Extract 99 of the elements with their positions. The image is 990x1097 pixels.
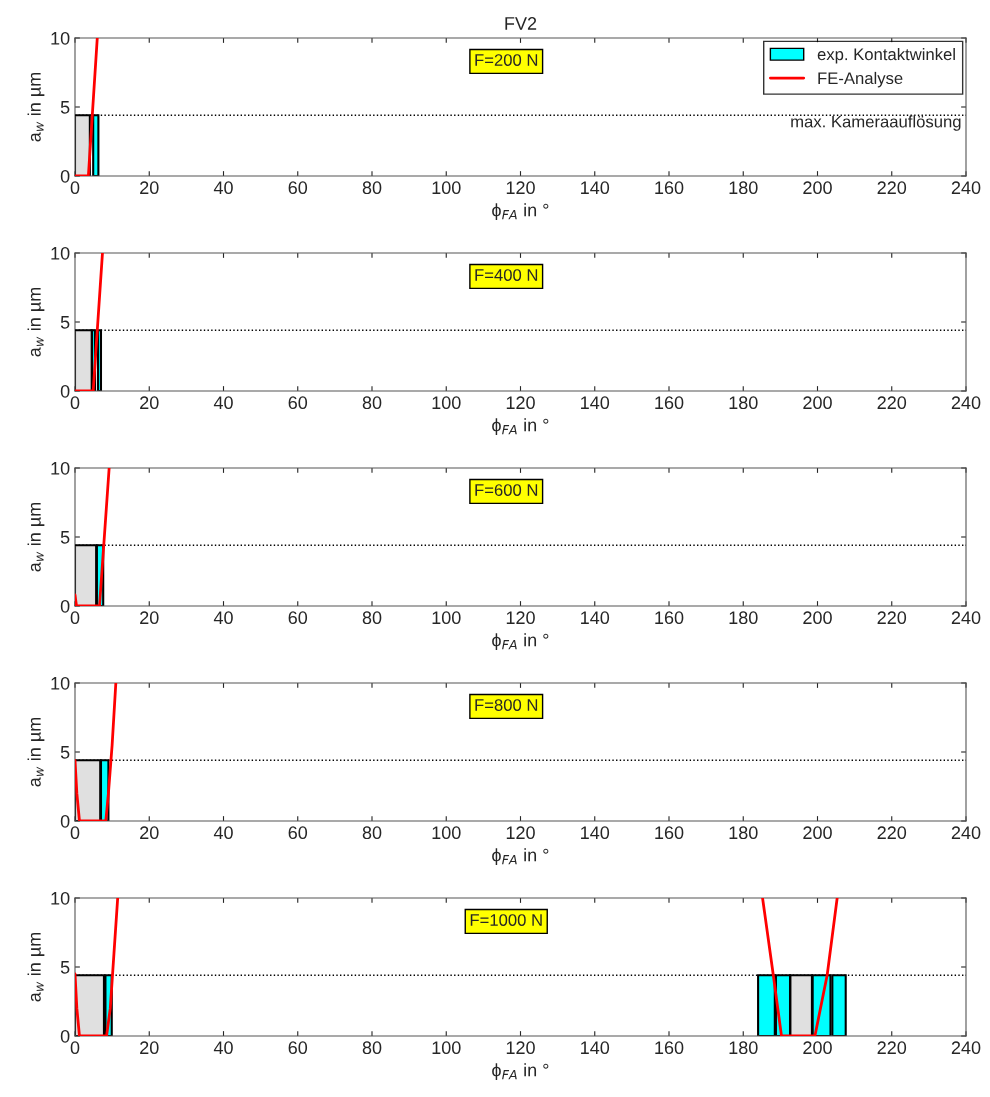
x-tick-label: 60 <box>288 1041 308 1055</box>
x-tick-label: 240 <box>951 1041 981 1055</box>
x-tick-label: 100 <box>432 826 461 840</box>
x-tick-label: 140 <box>581 1041 610 1055</box>
x-tick-label: 160 <box>655 611 684 625</box>
y-tick-label: 10 <box>51 676 70 690</box>
y-axis-title: a$_{w}$ in µm <box>27 287 45 357</box>
y-axis-title: a$_{w}$ in µm <box>27 717 45 787</box>
x-tick-label: 120 <box>506 611 535 625</box>
y-tick-label: 0 <box>60 169 70 183</box>
x-tick-label: 20 <box>140 1041 159 1055</box>
x-tick-label: 40 <box>213 181 233 195</box>
x-tick-label: 120 <box>506 181 535 195</box>
ref-line-label: max. Kameraauflösung <box>791 115 961 131</box>
y-tick-label: 0 <box>60 814 70 828</box>
x-tick-label: 20 <box>140 396 159 410</box>
x-tick-label: 220 <box>877 1041 907 1055</box>
y-tick-label: 5 <box>60 961 70 974</box>
x-tick-label: 60 <box>288 181 308 195</box>
x-tick-label: 220 <box>877 826 907 840</box>
x-axis-title: ϕ$_{FA}$ in ° <box>492 848 549 866</box>
x-tick-label: 0 <box>70 396 80 410</box>
legend-label: exp. Kontaktwinkel <box>817 48 955 64</box>
y-tick-label: 10 <box>51 461 70 475</box>
y-tick-label: 10 <box>51 246 70 260</box>
x-tick-label: 220 <box>877 181 907 195</box>
x-tick-label: 60 <box>288 396 308 410</box>
x-tick-label: 220 <box>877 396 907 410</box>
x-tick-label: 160 <box>655 396 684 410</box>
x-tick-label: 40 <box>213 826 233 840</box>
x-axis-title: ϕ$_{FA}$ in ° <box>492 418 549 436</box>
y-axis-title: a$_{w}$ in µm <box>27 72 45 142</box>
annotation: F=800 N <box>475 699 538 711</box>
x-tick-label: 0 <box>70 611 80 625</box>
x-axis-title: ϕ$_{FA}$ in ° <box>492 203 549 221</box>
y-tick-label: 0 <box>60 599 70 613</box>
x-tick-label: 200 <box>803 396 832 410</box>
x-tick-label: 180 <box>729 181 758 195</box>
annotation: F=400 N <box>475 269 538 281</box>
x-tick-label: 180 <box>729 611 758 625</box>
annotation: F=200 N <box>475 54 538 66</box>
annotation: F=1000 N <box>470 914 542 926</box>
x-tick-label: 220 <box>877 611 907 625</box>
x-tick-label: 160 <box>655 1041 684 1055</box>
chart-title: FV2 <box>505 17 537 30</box>
x-tick-label: 60 <box>288 826 308 840</box>
x-tick-label: 0 <box>70 1041 80 1055</box>
x-tick-label: 240 <box>951 181 981 195</box>
y-axis-title: a$_{w}$ in µm <box>27 932 45 1002</box>
x-tick-label: 200 <box>803 181 832 195</box>
x-tick-label: 140 <box>581 611 610 625</box>
x-tick-label: 20 <box>140 181 159 195</box>
x-tick-label: 240 <box>951 396 981 410</box>
y-tick-label: 0 <box>60 384 70 398</box>
y-axis-title: a$_{w}$ in µm <box>27 502 45 572</box>
x-tick-label: 120 <box>506 1041 535 1055</box>
x-tick-label: 40 <box>213 611 233 625</box>
x-tick-label: 20 <box>140 826 159 840</box>
x-tick-label: 100 <box>432 1041 461 1055</box>
x-tick-label: 0 <box>70 181 80 195</box>
x-tick-label: 40 <box>213 396 233 410</box>
x-tick-label: 100 <box>432 611 461 625</box>
x-tick-label: 140 <box>581 826 610 840</box>
x-tick-label: 180 <box>729 826 758 840</box>
y-tick-label: 5 <box>60 101 70 114</box>
x-tick-label: 240 <box>951 611 981 625</box>
x-tick-label: 80 <box>362 396 382 410</box>
x-tick-label: 0 <box>70 826 80 840</box>
x-tick-label: 20 <box>140 611 159 625</box>
y-tick-label: 10 <box>51 891 70 905</box>
y-tick-label: 10 <box>51 31 70 45</box>
x-tick-label: 80 <box>362 826 382 840</box>
x-axis-title: ϕ$_{FA}$ in ° <box>492 633 549 651</box>
x-tick-label: 180 <box>729 1041 758 1055</box>
legend-label: FE-Analyse <box>818 71 903 88</box>
x-tick-label: 40 <box>213 1041 233 1055</box>
x-tick-label: 60 <box>288 611 308 625</box>
y-tick-label: 5 <box>60 531 70 544</box>
x-tick-label: 80 <box>362 611 382 625</box>
x-tick-label: 120 <box>506 826 535 840</box>
x-tick-label: 100 <box>432 181 461 195</box>
x-tick-label: 180 <box>729 396 758 410</box>
x-tick-label: 200 <box>803 1041 832 1055</box>
x-tick-label: 200 <box>803 611 832 625</box>
x-tick-label: 160 <box>655 181 684 195</box>
x-axis-title: ϕ$_{FA}$ in ° <box>492 1063 549 1081</box>
x-tick-label: 120 <box>506 396 535 410</box>
y-tick-label: 0 <box>60 1029 70 1043</box>
x-tick-label: 140 <box>581 181 610 195</box>
x-tick-label: 240 <box>951 826 981 840</box>
x-tick-label: 160 <box>655 826 684 840</box>
x-tick-label: 80 <box>362 1041 382 1055</box>
x-tick-label: 100 <box>432 396 461 410</box>
x-tick-label: 140 <box>581 396 610 410</box>
annotation: F=600 N <box>475 484 538 496</box>
y-tick-label: 5 <box>60 316 70 329</box>
x-tick-label: 200 <box>803 826 832 840</box>
y-tick-label: 5 <box>60 746 70 759</box>
x-tick-label: 80 <box>362 181 382 195</box>
